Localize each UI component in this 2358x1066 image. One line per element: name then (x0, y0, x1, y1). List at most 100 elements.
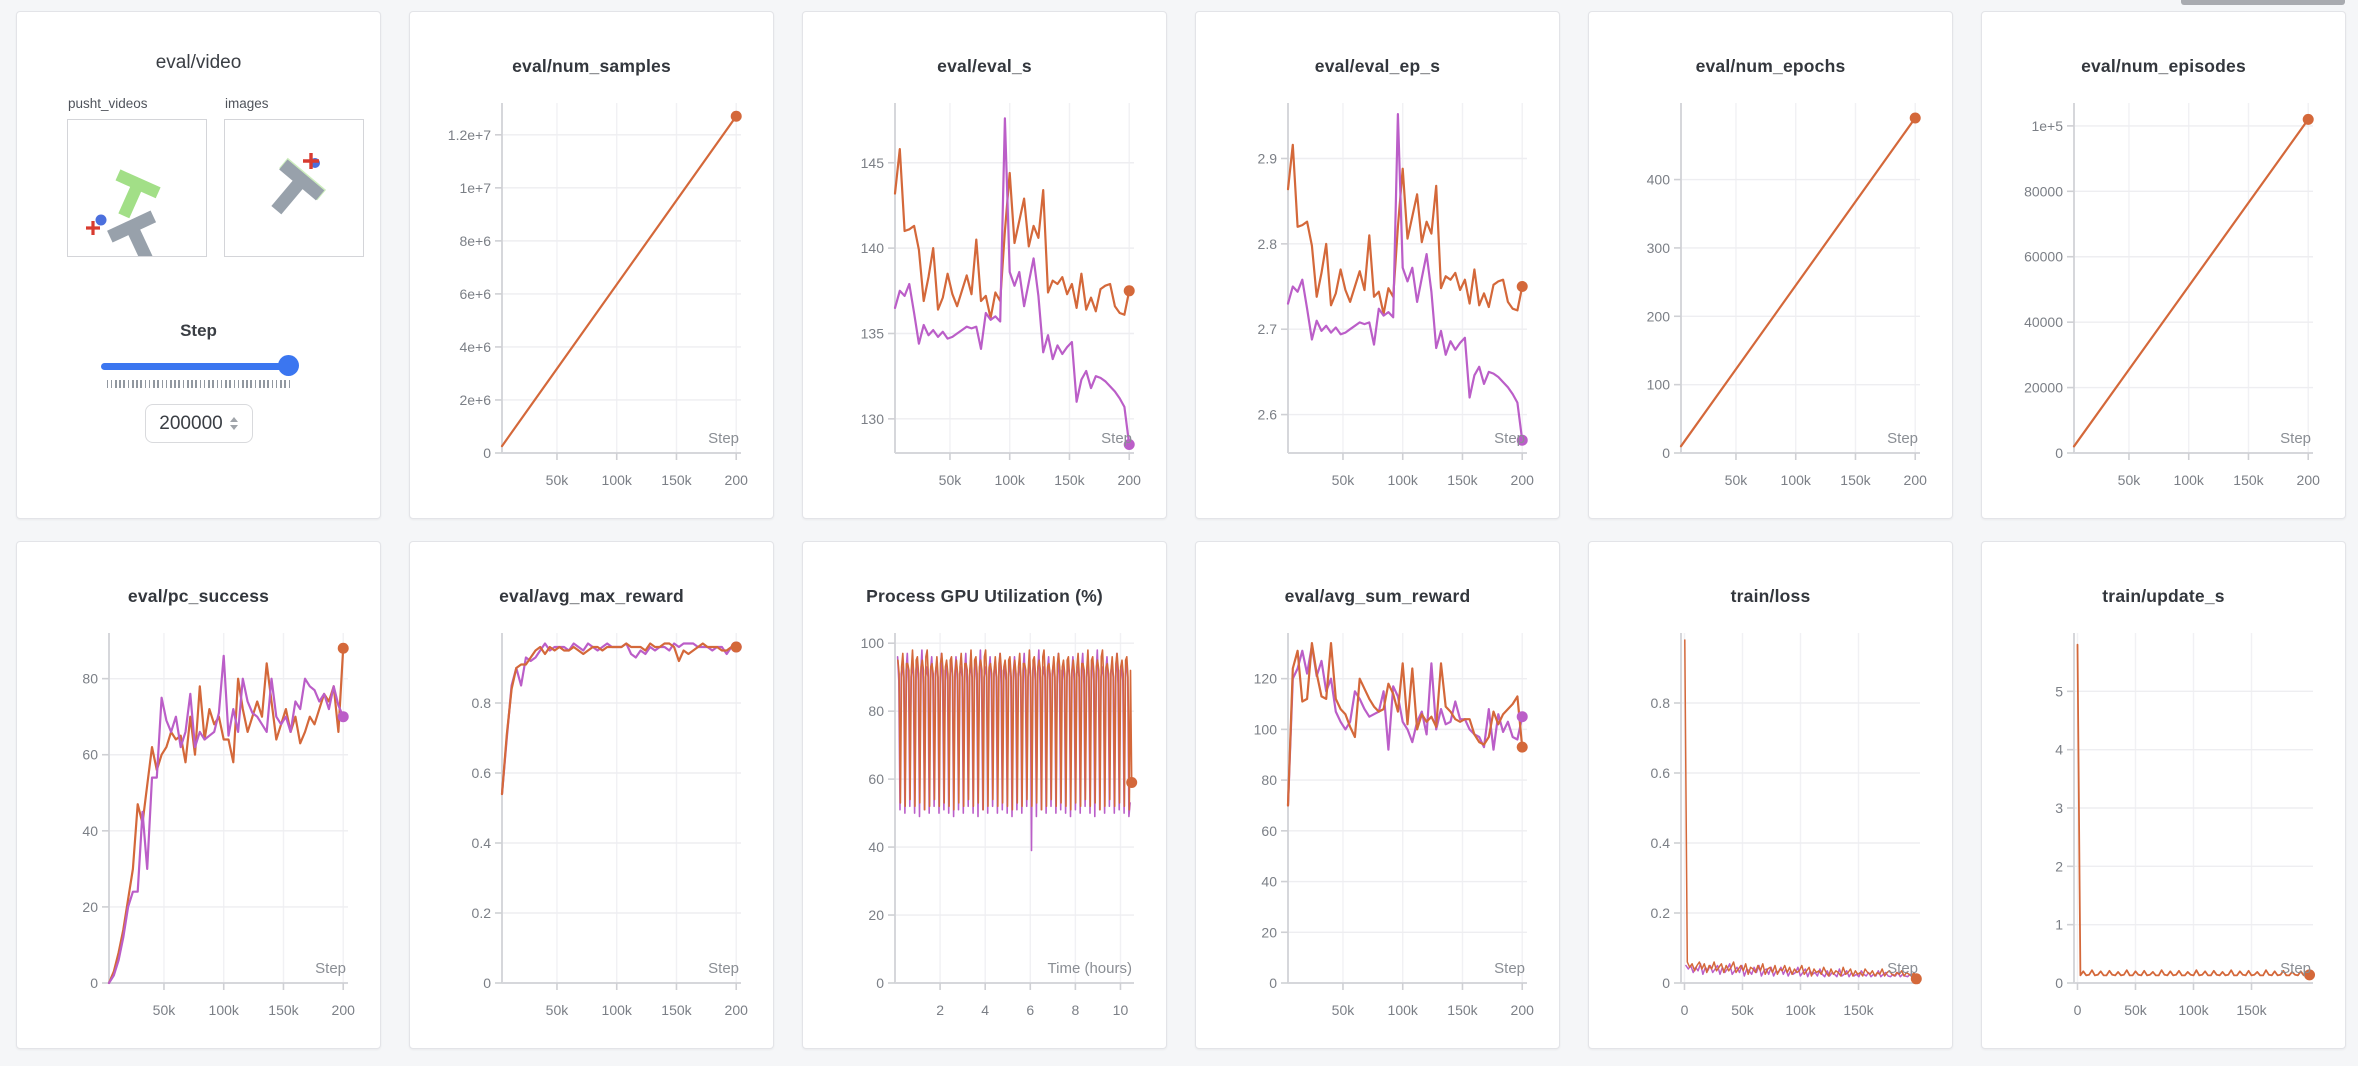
svg-text:40000: 40000 (2024, 314, 2063, 330)
svg-text:150k: 150k (661, 472, 692, 488)
slider-thumb[interactable] (277, 355, 299, 376)
chart-plot-num-samples[interactable]: 50k 100k 150k 200 0 2e+6 4e+6 6e+6 8e+6 1e+7 1.2e+… (410, 77, 775, 507)
video-thumbnail-images[interactable] (224, 119, 364, 257)
chart-title: eval/pc_success (127, 586, 270, 606)
svg-text:20000: 20000 (2024, 380, 2063, 396)
svg-text:80: 80 (82, 671, 98, 687)
svg-text:Step: Step (1494, 960, 1525, 977)
svg-text:60: 60 (868, 771, 884, 787)
svg-text:Step: Step (708, 430, 739, 447)
svg-text:40: 40 (82, 823, 98, 839)
svg-text:0: 0 (2055, 445, 2063, 461)
svg-text:100k: 100k (209, 1002, 240, 1018)
svg-text:0.4: 0.4 (472, 835, 492, 851)
chart-plot-num-epochs[interactable]: 50k 100k 150k 200 0 100 200 300 400 Step (1589, 77, 1954, 507)
chart-plot-eval-s[interactable]: 50k 100k 150k 200 130 135 140 145 Step (803, 77, 1168, 507)
step-input[interactable]: 200000 (144, 404, 253, 443)
svg-text:4e+6: 4e+6 (459, 339, 491, 355)
svg-text:150k: 150k (2233, 472, 2264, 488)
media-pusht-videos: pusht_videos (67, 96, 207, 264)
svg-text:0: 0 (90, 975, 98, 991)
svg-text:80000: 80000 (2024, 183, 2063, 199)
svg-text:0: 0 (483, 445, 491, 461)
pusht-scene-icon (86, 169, 161, 264)
step-slider[interactable] (100, 355, 299, 377)
svg-text:150k: 150k (268, 1002, 299, 1018)
svg-text:0: 0 (1269, 975, 1277, 991)
svg-text:200: 200 (1647, 308, 1671, 324)
pusht-image-scene-icon (271, 153, 327, 215)
svg-text:150k: 150k (1447, 1002, 1478, 1018)
svg-text:40: 40 (1261, 874, 1277, 890)
svg-text:150k: 150k (1054, 472, 1085, 488)
svg-text:150k: 150k (1840, 472, 1871, 488)
panel-eval-num-samples: eval/num_samples 50k 100k 150k 200 0 2e+6 4e+6… (409, 11, 774, 519)
chart-plot-num-episodes[interactable]: 50k 100k 150k 200 0 20000 40000 60000 80000 1e+5 S… (1982, 77, 2347, 507)
video-thumbnail-pusht[interactable] (67, 119, 207, 264)
svg-text:50k: 50k (2124, 1002, 2148, 1018)
step-down-icon[interactable] (229, 425, 238, 430)
svg-text:Step: Step (1887, 430, 1918, 447)
svg-text:Time (hours): Time (hours) (1048, 960, 1132, 977)
svg-text:100k: 100k (1388, 472, 1419, 488)
panel-eval-num-episodes: eval/num_episodes 50k 100k 150k 200 0 20000 40… (1981, 11, 2346, 519)
step-stepper[interactable] (229, 416, 238, 432)
chart-plot-eval-ep-s[interactable]: 50k 100k 150k 200 2.6 2.7 2.8 2.9 Step (1196, 77, 1561, 507)
step-up-icon[interactable] (229, 417, 238, 422)
panel-eval-num-epochs: eval/num_epochs 50k 100k 150k 200 0 100 200 300… (1588, 11, 1953, 519)
chart-title: eval/num_samples (512, 56, 671, 76)
svg-text:100: 100 (861, 635, 885, 651)
svg-text:145: 145 (861, 155, 885, 171)
svg-text:2: 2 (936, 1002, 944, 1018)
chart-title: eval/num_epochs (1695, 56, 1846, 76)
media-label: pusht_videos (68, 96, 148, 111)
svg-text:0.4: 0.4 (1651, 835, 1671, 851)
chart-title: eval/eval_s (937, 56, 1032, 76)
svg-text:5: 5 (2055, 683, 2063, 699)
svg-text:150k: 150k (1843, 1002, 1874, 1018)
svg-text:50k: 50k (1725, 472, 1749, 488)
svg-text:150k: 150k (1447, 472, 1478, 488)
svg-text:100: 100 (1254, 721, 1278, 737)
svg-text:50k: 50k (546, 472, 570, 488)
svg-text:50k: 50k (1332, 1002, 1356, 1018)
svg-text:1e+7: 1e+7 (459, 180, 491, 196)
step-input-value: 200000 (159, 412, 223, 434)
slider-track[interactable] (100, 363, 297, 370)
svg-text:200: 200 (725, 1002, 749, 1018)
chart-plot-avg-max-reward[interactable]: 50k 100k 150k 200 0 0.2 0.4 0.6 0.8 Step (410, 607, 775, 1037)
step-control: Step 200000 (17, 321, 380, 443)
svg-text:0.2: 0.2 (1651, 905, 1671, 921)
panel-eval-eval-s: eval/eval_s 50k 100k 150k 200 130 135 140 145 St… (802, 11, 1167, 519)
svg-text:400: 400 (1647, 172, 1671, 188)
svg-text:200: 200 (1118, 472, 1142, 488)
svg-text:2.7: 2.7 (1258, 321, 1278, 337)
svg-text:Step: Step (1101, 430, 1132, 447)
svg-text:20: 20 (868, 907, 884, 923)
chart-plot-train-update-s[interactable]: 0 50k 100k 150k 0 1 2 3 4 5 Step (1982, 607, 2347, 1037)
svg-text:40: 40 (868, 839, 884, 855)
svg-text:60: 60 (82, 747, 98, 763)
svg-text:20: 20 (1261, 924, 1277, 940)
svg-text:100: 100 (1647, 377, 1671, 393)
svg-text:6e+6: 6e+6 (459, 286, 491, 302)
svg-text:0: 0 (1681, 1002, 1689, 1018)
chart-plot-pc-success[interactable]: 50k 100k 150k 200 0 20 40 60 80 Step (17, 607, 382, 1037)
panel-eval-pc-success: eval/pc_success 50k 100k 150k 200 0 20 40 60 80 S… (16, 541, 381, 1049)
svg-text:0.6: 0.6 (1651, 765, 1671, 781)
svg-text:4: 4 (2055, 742, 2063, 758)
panel-eval-video: eval/video pusht_videos (16, 11, 381, 519)
svg-text:135: 135 (861, 325, 885, 341)
media-label: images (225, 96, 269, 111)
chart-plot-train-loss[interactable]: 0 50k 100k 150k 0 0.2 0.4 0.6 0.8 Step (1589, 607, 1954, 1037)
svg-text:150k: 150k (2236, 1002, 2267, 1018)
media-images: images (224, 96, 364, 257)
panel-train-update-s: train/update_s 0 50k 100k 150k 0 1 2 3 4 5 Step (1981, 541, 2346, 1049)
svg-text:Step: Step (1887, 960, 1918, 977)
svg-text:300: 300 (1647, 240, 1671, 256)
chart-plot-avg-sum-reward[interactable]: 50k 100k 150k 200 0 20 40 60 80 100 120 Step (1196, 607, 1561, 1037)
svg-text:200: 200 (1511, 472, 1535, 488)
svg-text:80: 80 (868, 703, 884, 719)
svg-text:0: 0 (876, 975, 884, 991)
